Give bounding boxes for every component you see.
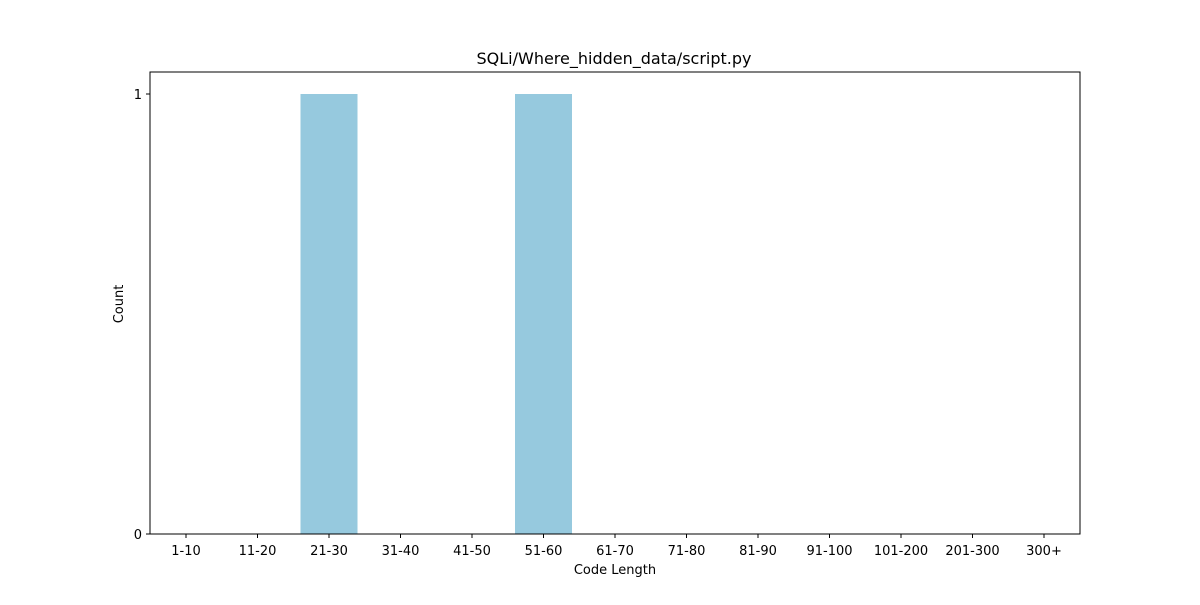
- x-tick-label: 61-70: [596, 544, 634, 559]
- y-tick-label: 1: [134, 88, 142, 103]
- bar-51-60: [515, 94, 572, 534]
- x-axis-title: Code Length: [574, 563, 656, 578]
- x-axis-ticks: 1-10 11-20 21-30 31-40 41-50 51-60 61-70 71-80 8…: [171, 534, 1062, 559]
- x-tick-label: 201-300: [945, 544, 999, 559]
- x-tick-label: 101-200: [874, 544, 928, 559]
- x-tick-label: 81-90: [739, 544, 777, 559]
- bars-layer: [300, 94, 572, 534]
- x-tick-label: 11-20: [239, 544, 277, 559]
- x-tick-label: 41-50: [453, 544, 491, 559]
- y-tick-label: 0: [134, 528, 142, 543]
- x-tick-label: 300+: [1026, 544, 1062, 559]
- x-tick-label: 71-80: [668, 544, 706, 559]
- x-tick-label: 91-100: [806, 544, 852, 559]
- x-tick-label: 31-40: [382, 544, 420, 559]
- x-tick-label: 1-10: [171, 544, 201, 559]
- plot-frame: [149, 71, 1081, 535]
- bar-21-30: [300, 94, 358, 534]
- x-tick-label: 51-60: [525, 544, 563, 559]
- y-axis-title: Count: [112, 285, 127, 324]
- chart-title: SQLi/Where_hidden_data/script.py: [477, 49, 752, 69]
- x-tick-label: 21-30: [310, 544, 348, 559]
- y-axis-ticks: 01: [134, 88, 150, 543]
